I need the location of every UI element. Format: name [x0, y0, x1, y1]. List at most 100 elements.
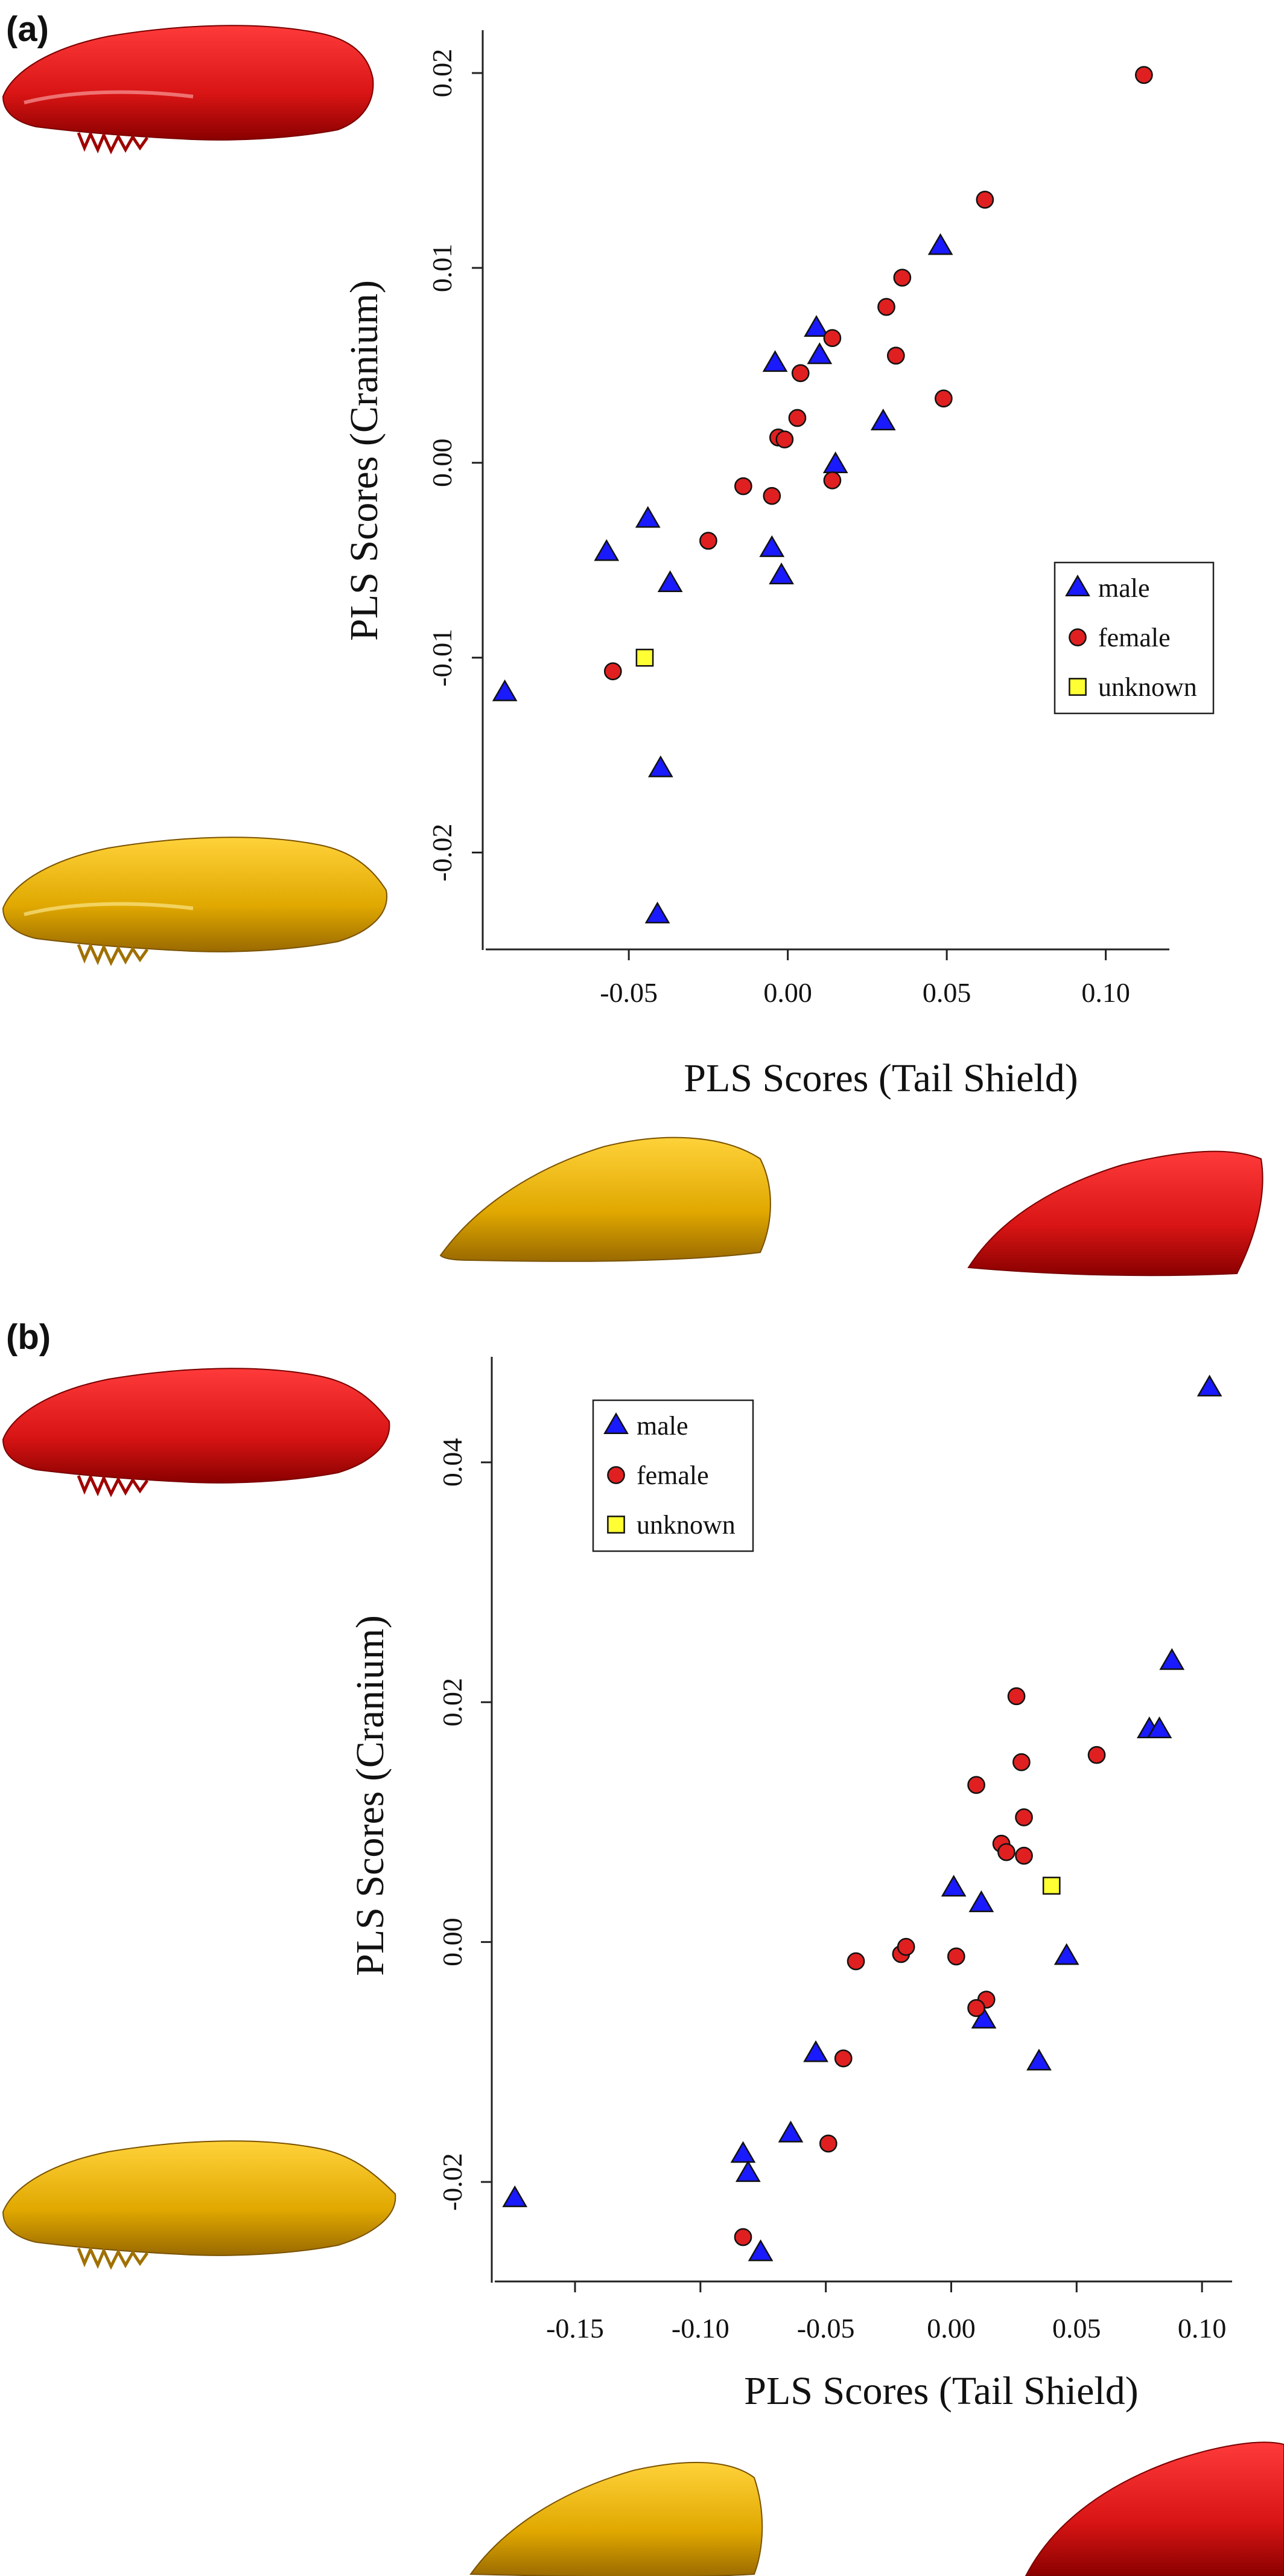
point-female: [886, 346, 905, 365]
point-male: [762, 350, 788, 372]
point-female: [877, 298, 895, 316]
chart-a: -0.05 0.00 0.05 0.10-0.02-0.010.000.010.02 …: [427, 30, 1215, 1008]
x-tick-label: 0.10: [1178, 2313, 1227, 2344]
point-female: [775, 430, 794, 448]
point-male: [748, 2239, 774, 2262]
point-male: [759, 535, 785, 557]
point-female: [819, 2134, 837, 2153]
point-female: [976, 191, 994, 209]
point-male: [971, 2006, 997, 2029]
x-tick-label: 0.00: [763, 977, 812, 1008]
point-female: [791, 364, 810, 383]
point-female: [1015, 1808, 1033, 1826]
legend-marker-male: [603, 1412, 629, 1434]
point-female: [1007, 1687, 1026, 1706]
point-male: [1197, 1374, 1222, 1397]
tail-shield-yellow-b: [469, 2461, 763, 2576]
point-male: [657, 570, 683, 592]
point-male: [1146, 1716, 1172, 1738]
points-b: [502, 1374, 1222, 2262]
y-axis-title-b: PLS Scores (Cranium): [348, 1615, 392, 1976]
point-female: [967, 1776, 985, 1794]
legend-label-unknown: unknown: [637, 1510, 736, 1540]
point-male: [927, 233, 953, 255]
point-female: [1134, 66, 1153, 84]
y-tick-label: 0.02: [427, 49, 457, 98]
legend-marker-male: [1065, 574, 1090, 596]
point-female: [934, 389, 953, 408]
y-tick-label: -0.01: [427, 629, 457, 687]
panel-label-a: (a): [6, 10, 49, 49]
point-male: [735, 2160, 761, 2182]
x-tick-label: -0.10: [672, 2313, 729, 2344]
point-male: [635, 506, 661, 528]
point-female: [893, 269, 912, 287]
point-female: [1015, 1846, 1033, 1865]
y-tick-label: -0.02: [427, 824, 457, 882]
point-male: [807, 342, 833, 365]
point-male: [1159, 1648, 1185, 1670]
axes-b: -0.15 -0.10 -0.05 0.00 0.05 0.10 -0.02 0.00 0.02…: [437, 1357, 1232, 2344]
y-tick-label: 0.04: [437, 1438, 468, 1487]
points-a: [492, 66, 1153, 923]
point-male: [822, 451, 848, 474]
x-tick-label: -0.05: [797, 2313, 855, 2344]
point-female: [834, 2049, 853, 2068]
legend-label-unknown: unknown: [1098, 672, 1197, 702]
point-female: [763, 486, 781, 505]
point-male: [1054, 1943, 1079, 1965]
x-axis-title-b: PLS Scores (Tail Shield): [744, 2369, 1139, 2413]
cranium-yellow-a: [2, 837, 388, 966]
y-tick-label: 0.00: [437, 1918, 468, 1966]
legend-label-male: male: [637, 1411, 688, 1441]
chart-b: -0.15 -0.10 -0.05 0.00 0.05 0.10 -0.02 0.00 0.02…: [437, 1357, 1232, 2344]
legend-b: male female unknown: [592, 1399, 754, 1552]
cranium-yellow-b: [2, 2140, 396, 2270]
point-male: [968, 1890, 994, 1913]
panel-label-b: (b): [6, 1318, 51, 1357]
x-tick-label: 0.05: [1052, 2313, 1101, 2344]
x-tick-label: 0.10: [1081, 977, 1130, 1008]
point-female: [947, 1947, 965, 1966]
tail-shield-yellow-a: [439, 1137, 771, 1262]
point-female: [788, 409, 807, 427]
point-female: [1012, 1753, 1031, 1771]
point-male: [870, 408, 896, 430]
point-female: [734, 477, 752, 496]
tail-shield-red-b: [1025, 2441, 1284, 2576]
point-unknown: [635, 648, 654, 667]
point-female: [897, 1937, 915, 1956]
tail-shield-red-a: [967, 1150, 1263, 1277]
point-female: [823, 329, 842, 348]
legend-marker-unknown: [1069, 678, 1087, 696]
legend-marker-female: [1069, 628, 1087, 646]
point-female: [847, 1952, 865, 1971]
cranium-red-a: [2, 25, 374, 155]
cranium-red-b: [2, 1368, 390, 1497]
point-male: [730, 2141, 756, 2163]
point-male: [594, 539, 620, 561]
point-female: [967, 1999, 985, 2017]
point-male: [803, 2040, 828, 2062]
point-male: [941, 1875, 967, 1897]
legend-label-male: male: [1098, 573, 1150, 603]
point-female: [997, 1843, 1015, 1861]
x-tick-label: 0.00: [927, 2313, 976, 2344]
y-axis-title-a: PLS Scores (Cranium): [342, 280, 386, 641]
x-tick-label: 0.05: [923, 977, 971, 1008]
legend-a: male female unknown: [1054, 561, 1215, 715]
point-male: [769, 563, 794, 585]
x-tick-label: -0.15: [546, 2313, 604, 2344]
point-unknown: [1042, 1876, 1061, 1895]
legend-marker-unknown: [607, 1516, 625, 1534]
point-male: [647, 755, 673, 777]
point-male: [502, 2185, 528, 2207]
axes-a: -0.05 0.00 0.05 0.10 -0.02 -0.01 0.00 0.01 0.02: [427, 30, 1169, 1008]
point-female: [1087, 1745, 1106, 1764]
y-tick-label: -0.02: [437, 2153, 468, 2211]
legend-label-female: female: [637, 1461, 709, 1490]
point-male: [778, 2120, 804, 2143]
point-female: [603, 662, 622, 681]
point-male: [1026, 2048, 1052, 2071]
